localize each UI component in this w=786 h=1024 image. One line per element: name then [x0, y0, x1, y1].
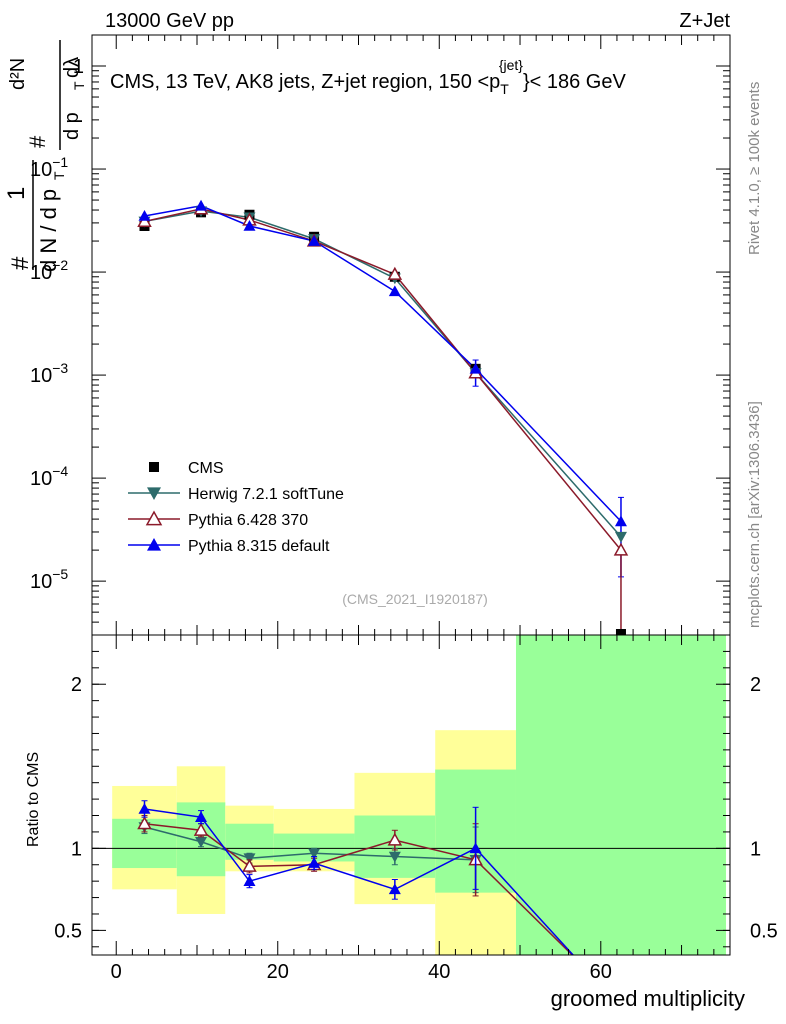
ratio-ytick-label: 0.5 [54, 920, 82, 942]
data-point-triangle-down [308, 848, 321, 860]
main-ytick-label: 10−4 [30, 463, 68, 490]
ratio-ylabel: Ratio to CMS [25, 752, 42, 847]
title-sub: T [500, 81, 509, 97]
ylabel-d2N: d²N [7, 58, 29, 90]
ratio-ytick-label: 2 [71, 674, 82, 696]
main-ylabel: # 1 d N / d p T # d²N d p T dλ [3, 40, 87, 272]
title-sup: {jet} [499, 57, 523, 73]
ratio-xtick-label: 40 [428, 961, 450, 983]
legend: CMS Herwig 7.2.1 softTune Pythia 6.428 370… [128, 460, 344, 555]
xlabel: groomed multiplicity [551, 986, 745, 1011]
data-point-triangle-open [613, 542, 629, 556]
watermark: (CMS_2021_I1920187) [342, 591, 488, 607]
data-point-triangle-up [243, 219, 256, 231]
ratio-bands [112, 635, 726, 955]
ylabel-dp: d p [61, 112, 83, 140]
data-point-triangle-up [195, 199, 208, 211]
ratio-ytick-label-right: 0.5 [750, 920, 778, 942]
data-point-triangle-up [243, 875, 256, 886]
main-ticks: 1 10−1 10−2 10−3 10−4 10−5 [30, 35, 730, 636]
ylabel-dl: dλ [61, 57, 83, 78]
ylabel-one: 1 [3, 187, 30, 200]
title-pre: CMS, 13 TeV, AK8 jets, Z+jet region, 150… [110, 71, 500, 93]
mcplots-label: mcplots.cern.ch [arXiv:1306.3436] [746, 401, 763, 628]
header-right: Z+Jet [679, 10, 730, 32]
data-point-triangle-down [243, 853, 256, 865]
data-point-triangle-open [137, 213, 152, 227]
ratio-line [144, 826, 476, 861]
ratio-ytick-label: 1 [71, 838, 82, 860]
ratio-series [137, 800, 575, 955]
data-point-triangle-down [147, 487, 161, 500]
main-ytick-label: 10−3 [30, 360, 68, 387]
ratio-xtick-label: 20 [267, 961, 289, 983]
ylabel-hash-2: # [25, 135, 50, 148]
ratio-ytick-label-right: 2 [750, 674, 761, 696]
data-point-triangle-up [138, 802, 151, 814]
ratio-ticks: 0.5 0.51 12 20 20 40 60 [54, 635, 778, 983]
data-point-triangle-down [614, 531, 627, 543]
legend-label: CMS [188, 460, 224, 477]
ylabel-dN: d N / d p [36, 189, 61, 272]
main-ytick-label: 1 [73, 56, 84, 78]
main-ytick-label: 10−5 [30, 566, 68, 593]
data-point-triangle-down [388, 851, 401, 863]
title-post: }< 186 GeV [523, 71, 627, 93]
ratio-frame [91, 634, 731, 956]
ylabel-T-2: T [71, 81, 87, 90]
data-point-triangle-up [195, 811, 208, 822]
rivet-label: Rivet 4.1.0, ≥ 100k events [746, 82, 763, 255]
legend-label: Pythia 6.428 370 [188, 512, 308, 529]
data-point-triangle-up [614, 515, 627, 527]
ratio-xtick-label: 0 [111, 961, 122, 983]
main-title: CMS, 13 TeV, AK8 jets, Z+jet region, 150… [110, 57, 626, 97]
data-point-triangle-up [388, 883, 401, 895]
data-point-triangle-down [195, 836, 208, 848]
data-point-triangle-open [387, 266, 403, 280]
data-point-triangle-open [193, 822, 209, 836]
data-point-triangle-up [469, 362, 482, 374]
data-point-square [149, 462, 159, 472]
data-point-triangle-up [388, 285, 401, 297]
legend-label: Herwig 7.2.1 softTune [188, 486, 344, 503]
data-point-triangle-up [308, 235, 321, 246]
data-point-triangle-up [147, 538, 161, 551]
main-series [137, 199, 629, 639]
main-panel: CMS, 13 TeV, AK8 jets, Z+jet region, 150… [3, 34, 731, 639]
data-point-triangle-up [138, 210, 151, 221]
main-ytick-label: 10−2 [30, 257, 68, 284]
ratio-ytick-label-right: 1 [750, 838, 761, 860]
header-left: 13000 GeV pp [105, 10, 234, 32]
uncertainty-band-green [515, 635, 726, 955]
data-point-triangle-up [308, 857, 321, 868]
data-point-triangle-open [145, 510, 163, 526]
data-point-triangle-open [242, 858, 257, 872]
legend-label: Pythia 8.315 default [188, 538, 330, 555]
ylabel-T-1: T [51, 171, 67, 180]
ratio-series-group [138, 800, 575, 955]
ratio-xtick-label: 60 [590, 961, 612, 983]
data-point-triangle-open [137, 816, 152, 830]
data-point-triangle-up [469, 842, 482, 854]
data-point-square [615, 629, 626, 639]
ratio-panel: 0.5 0.51 12 20 20 40 60 Ratio to CMS groomed m… [25, 634, 778, 1011]
ylabel-hash-1: # [7, 256, 34, 270]
data-point-triangle-open [387, 832, 403, 846]
main-ytick-label: 10−1 [30, 154, 68, 181]
